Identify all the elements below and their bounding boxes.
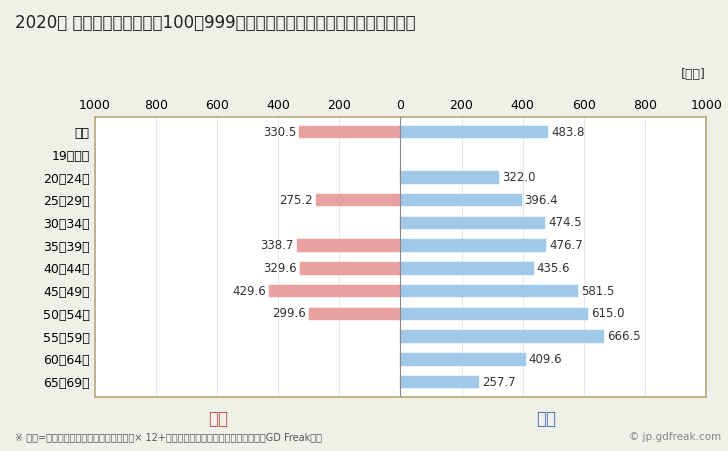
Bar	[400, 239, 546, 252]
Text: 338.7: 338.7	[261, 239, 294, 252]
Text: 330.5: 330.5	[263, 125, 296, 138]
Text: 429.6: 429.6	[232, 285, 266, 298]
Text: 396.4: 396.4	[525, 194, 558, 207]
Text: 329.6: 329.6	[263, 262, 296, 275]
Text: 435.6: 435.6	[537, 262, 570, 275]
Bar	[300, 262, 400, 275]
Text: 女性: 女性	[208, 410, 229, 428]
Bar	[400, 217, 545, 229]
Text: 257.7: 257.7	[482, 376, 516, 389]
Bar	[297, 239, 400, 252]
Text: ※ 年収=「きまって支給する現金給与額」× 12+「年間賞与その他特別給与額」としてGD Freak推計: ※ 年収=「きまって支給する現金給与額」× 12+「年間賞与その他特別給与額」と…	[15, 432, 322, 442]
Text: 474.5: 474.5	[548, 216, 582, 230]
Bar	[400, 308, 588, 320]
Bar	[299, 126, 400, 138]
Text: 666.5: 666.5	[607, 330, 641, 343]
Text: 483.8: 483.8	[551, 125, 585, 138]
Text: 男性: 男性	[536, 410, 556, 428]
Text: 409.6: 409.6	[529, 353, 562, 366]
Bar	[309, 308, 400, 320]
Text: [万円]: [万円]	[681, 68, 706, 81]
Bar	[400, 285, 578, 297]
Text: 322.0: 322.0	[502, 171, 535, 184]
Bar	[400, 262, 534, 275]
Bar	[400, 171, 499, 184]
Text: 581.5: 581.5	[581, 285, 614, 298]
Text: 615.0: 615.0	[592, 308, 625, 320]
Bar	[316, 194, 400, 207]
Text: 275.2: 275.2	[280, 194, 313, 207]
Bar	[400, 126, 548, 138]
Bar	[400, 353, 526, 366]
Bar	[269, 285, 400, 297]
Text: © jp.gdfreak.com: © jp.gdfreak.com	[628, 432, 721, 442]
Bar	[400, 376, 479, 388]
Text: 2020年 民間企業（従業者数100〜999人）フルタイム労働者の男女別平均年収: 2020年 民間企業（従業者数100〜999人）フルタイム労働者の男女別平均年収	[15, 14, 415, 32]
Text: 476.7: 476.7	[549, 239, 583, 252]
Text: 299.6: 299.6	[272, 308, 306, 320]
Bar	[400, 331, 604, 343]
Bar	[400, 194, 521, 207]
